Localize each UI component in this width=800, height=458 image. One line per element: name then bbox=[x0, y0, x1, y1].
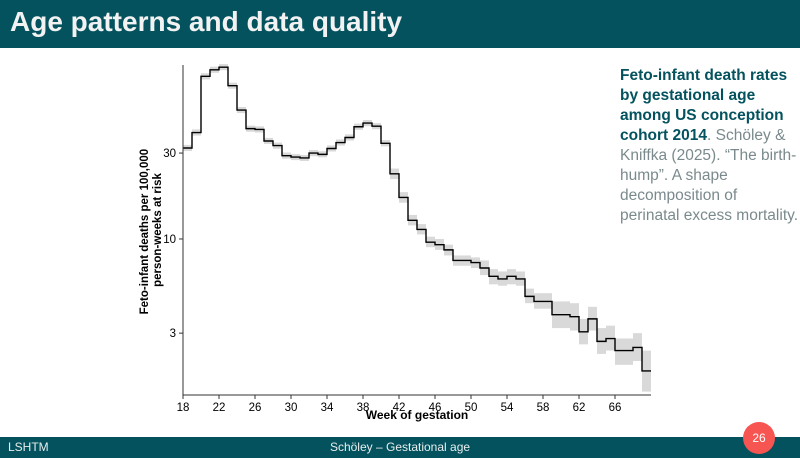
footer-title: Schöley – Gestational age bbox=[329, 440, 471, 454]
y-tick-label-3: 3 bbox=[170, 328, 176, 340]
death-rate-step-line bbox=[183, 66, 651, 372]
caption-citation: Schöley & Kniffka (2025). “The birth-hum… bbox=[620, 127, 799, 224]
slide-title: Age patterns and data quality bbox=[10, 6, 403, 37]
x-tick-label-62: 62 bbox=[573, 402, 586, 414]
death-rate-chart: 18 22 26 30 34 38 42 46 50 54 58 62 66 3 10 30 Week of … bbox=[139, 64, 651, 422]
x-tick-label-66: 66 bbox=[609, 402, 622, 414]
x-tick-label-34: 34 bbox=[321, 402, 334, 414]
caption-title: Feto-infant death rates by gestational a… bbox=[620, 67, 788, 144]
ci-band-week-67 bbox=[624, 338, 633, 365]
y-axis-label-line-2: person-weeks at risk bbox=[152, 173, 164, 287]
y-tick-label-10: 10 bbox=[163, 234, 176, 246]
ci-band-week-66 bbox=[615, 338, 624, 365]
slide-footer: LSHTM Schöley – Gestational age bbox=[0, 437, 800, 458]
footer-institution: LSHTM bbox=[8, 440, 49, 454]
figure-caption: Feto-infant death rates by gestational a… bbox=[620, 66, 800, 226]
x-tick-label-38: 38 bbox=[357, 402, 370, 414]
x-tick-label-58: 58 bbox=[537, 402, 550, 414]
caption-title-end: . bbox=[707, 127, 712, 144]
y-axis-label: Feto-infant deaths per 100,000 person-we… bbox=[139, 146, 164, 315]
x-tick-label-30: 30 bbox=[285, 402, 298, 414]
x-axis-label: Week of gestation bbox=[366, 408, 468, 422]
x-tick-label-46: 46 bbox=[429, 402, 442, 414]
x-tick-label-50: 50 bbox=[465, 402, 478, 414]
y-axis-label-line-1: Feto-infant deaths per 100,000 bbox=[139, 149, 151, 315]
x-tick-label-22: 22 bbox=[213, 402, 226, 414]
slide-header: Age patterns and data quality bbox=[0, 0, 800, 48]
x-tick-label-26: 26 bbox=[249, 402, 262, 414]
y-tick-label-30: 30 bbox=[163, 148, 176, 160]
x-tick-label-54: 54 bbox=[501, 402, 514, 414]
page-number-badge: 26 bbox=[743, 422, 775, 454]
x-tick-label-42: 42 bbox=[393, 402, 406, 414]
x-tick-label-18: 18 bbox=[177, 402, 190, 414]
